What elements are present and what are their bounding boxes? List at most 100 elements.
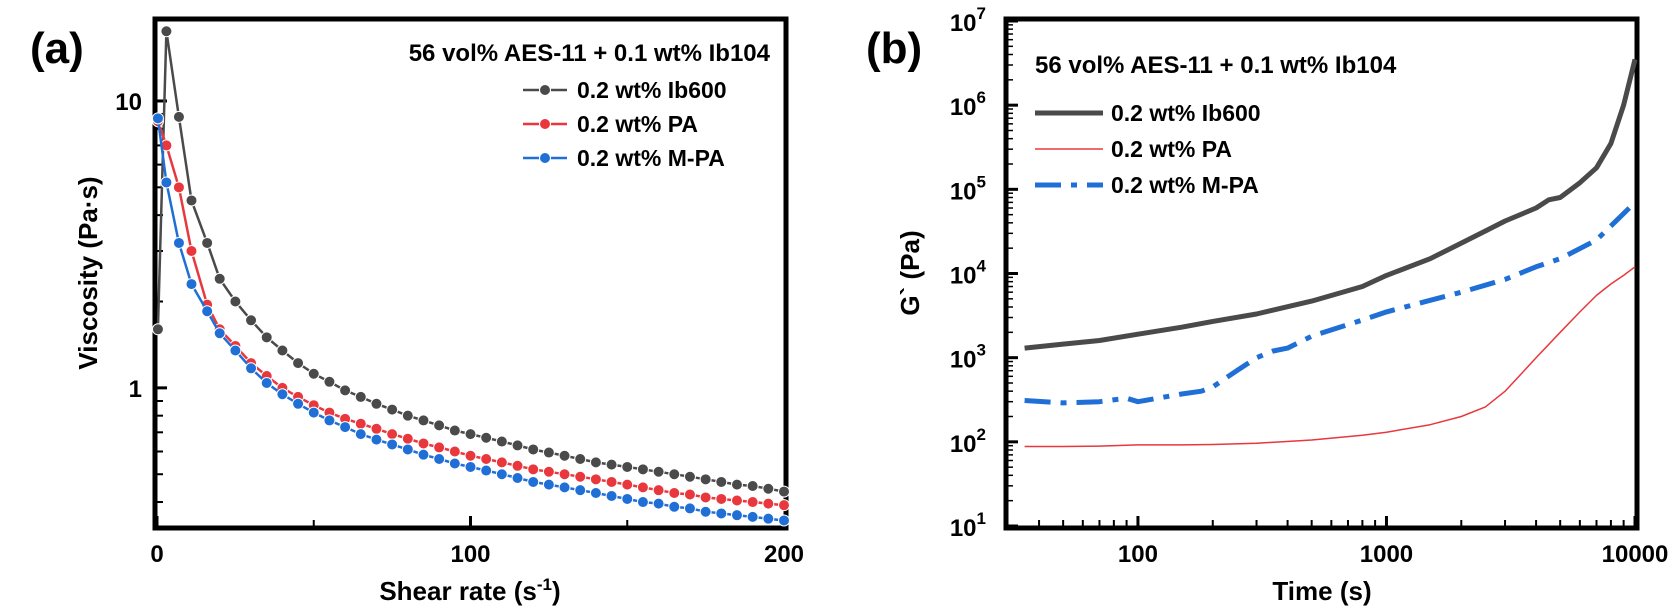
panel-a-data-point (292, 357, 305, 370)
panel-a-data-point (605, 475, 618, 488)
panel-a-data-point (160, 176, 173, 189)
panel-b-y-tick-label: 106 (950, 88, 986, 121)
panel-a-data-point (778, 485, 790, 498)
panel-a-data-point (229, 295, 242, 308)
panel-a-data-point (778, 514, 790, 527)
panel-a-data-point (668, 487, 681, 500)
panel-a-data-point (386, 438, 399, 451)
panel-a-data-point (636, 481, 649, 494)
panel-a-data-point (574, 453, 587, 466)
panel-a-data-point (527, 475, 540, 488)
panel-a-data-point (464, 460, 477, 473)
panel-a-data-point (292, 397, 305, 410)
panel-a-legend-marker (539, 118, 551, 130)
panel-a-data-point (245, 314, 258, 327)
panel-a-data-point (589, 473, 602, 486)
panel-a-data-point (276, 388, 289, 401)
panel-a-legend: 0.2 wt% Ib600 0.2 wt% PA 0.2 wt% M-PA (523, 77, 727, 171)
panel-a-data-point (307, 406, 320, 419)
panel-a-data-point (746, 479, 759, 492)
panel-a-y-tick-label: 10 (115, 89, 142, 116)
panel-a-data-point (370, 433, 383, 446)
panel-a-data-point (480, 464, 493, 477)
panel-a-data-point (245, 362, 258, 375)
panel-b-y-tick-label: 101 (950, 509, 986, 542)
panel-a-data-point (401, 409, 414, 422)
panel-b-series-line-1 (1024, 58, 1638, 351)
panel-a-data-point (307, 367, 320, 380)
panel-a-data-point (229, 344, 242, 357)
panel-a-data-point (699, 473, 712, 486)
panel-a-data-point (605, 458, 618, 471)
panel-a-data-point (151, 112, 164, 125)
panel-a-data-point (683, 502, 696, 515)
panel-a-data-point (185, 194, 198, 207)
panel-a-data-point (185, 278, 198, 291)
panel-a-data-point (417, 448, 430, 461)
panel-a-series (151, 25, 790, 527)
panel-b-ticks: 100 1000 10000 101 102 103 104 105 106 107 (950, 4, 1669, 568)
panel-b-legend: 0.2 wt% Ib600 0.2 wt% PA 0.2 wt% M-PA (1035, 100, 1261, 198)
panel-a-data-point (464, 428, 477, 441)
panel-b-legend-label: 0.2 wt% PA (1111, 136, 1232, 162)
panel-a-data-point (323, 414, 336, 427)
panel-a-data-point (715, 507, 728, 520)
panel-b-y-tick-label: 105 (950, 172, 986, 205)
panel-a-data-point (172, 236, 185, 249)
panel-b-series (1024, 58, 1638, 448)
panel-a: (a) 0 100 200 1 10 56 vol% AES-11 + 0.1 wt% … (30, 16, 804, 606)
panel-a-x-tick-label: 100 (450, 541, 490, 568)
panel-a-frame (152, 16, 789, 531)
panel-a-x-axis-title: Shear rate (s-1) (379, 575, 560, 606)
panel-b-y-tick-label: 107 (950, 4, 986, 37)
panel-a-data-point (589, 487, 602, 500)
panel-a-data-point (527, 443, 540, 456)
panel-a-data-point (339, 421, 352, 434)
panel-a-data-point (652, 497, 665, 510)
panel-a-data-point (151, 323, 164, 336)
panel-a-data-point (354, 390, 367, 403)
panel-a-data-point (621, 460, 634, 473)
panel-b-y-tick-label: 104 (950, 257, 987, 290)
panel-a-data-point (762, 512, 775, 525)
panel-a-data-point (683, 488, 696, 501)
panel-a-data-point (730, 494, 743, 507)
panel-b-series-line-2 (1024, 266, 1636, 448)
panel-a-legend-marker (539, 152, 551, 164)
panel-a-data-point (172, 181, 185, 194)
panel-a-data-point (323, 375, 336, 388)
panel-a-data-point (746, 510, 759, 523)
panel-a-data-point (558, 449, 571, 462)
panel-a-data-point (480, 431, 493, 444)
panel-a-data-point (574, 470, 587, 483)
panel-a-data-point (260, 376, 273, 389)
panel-a-data-point (715, 492, 728, 505)
panel-b-y-axis-title: G` (Pa) (895, 230, 925, 315)
panel-b-legend-label: 0.2 wt% Ib600 (1111, 100, 1261, 126)
panel-a-data-point (464, 449, 477, 462)
panel-a-data-point (495, 468, 508, 481)
panel-a-data-point (354, 428, 367, 441)
panel-a-data-point (699, 491, 712, 504)
panel-a-data-point (558, 481, 571, 494)
panel-a-label: (a) (30, 24, 84, 73)
panel-a-data-point (762, 497, 775, 510)
panel-a-data-point (370, 397, 383, 410)
panel-a-data-point (185, 244, 198, 257)
panel-b-series-line-3 (1024, 200, 1637, 406)
panel-a-data-point (386, 403, 399, 416)
panel-a-data-point (417, 437, 430, 450)
panel-a-data-point (636, 463, 649, 476)
panel-a-data-point (495, 456, 508, 469)
panel-a-data-point (511, 439, 524, 452)
panel-b-y-tick-label: 102 (950, 425, 986, 458)
panel-a-y-tick-label: 1 (129, 376, 142, 403)
panel-a-x-tick-label: 200 (764, 541, 804, 568)
panel-b: (b) 100 1000 10000 101 102 103 104 105 106 107 56… (866, 4, 1668, 606)
panel-b-title: 56 vol% AES-11 + 0.1 wt% Ib104 (1035, 52, 1397, 79)
panel-a-title: 56 vol% AES-11 + 0.1 wt% Ib104 (409, 40, 771, 67)
panel-a-y-axis-title: Viscosity (Pa·s) (73, 176, 103, 369)
panel-b-frame (1003, 16, 1640, 531)
panel-a-legend-label: 0.2 wt% M-PA (577, 145, 725, 171)
